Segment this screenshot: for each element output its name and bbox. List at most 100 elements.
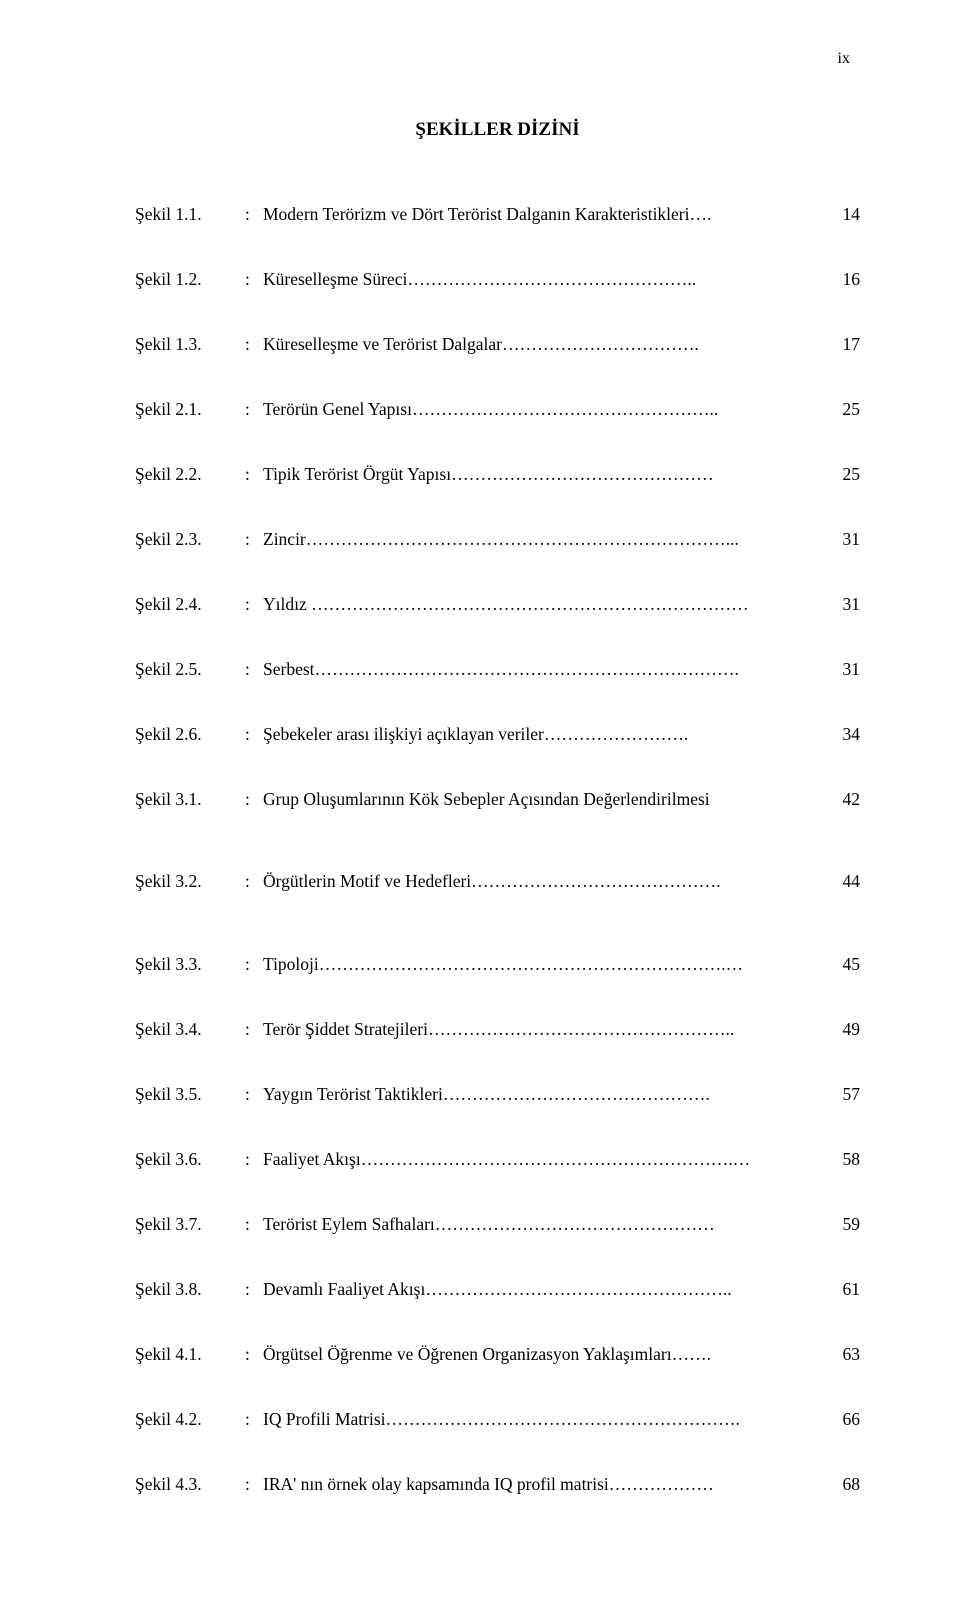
toc-entry-label: Şekil 2.1. <box>135 397 245 422</box>
toc-entry-leader: ………………………………………………………………. <box>315 657 739 682</box>
toc-row: Şekil 1.3.:Küreselleşme ve Terörist Dalg… <box>135 332 860 357</box>
toc-entry-label: Şekil 2.3. <box>135 527 245 552</box>
toc-entry-leader: ……………………………………………………. <box>386 1407 740 1432</box>
toc-row: Şekil 2.6.:Şebekeler arası ilişkiyi açık… <box>135 722 860 747</box>
toc-entry-text: Şebekeler arası ilişkiyi açıklayan veril… <box>263 722 816 747</box>
toc-entry-leader: ……………………………………………………….… <box>361 1147 750 1172</box>
toc-entry-page: 44 <box>816 869 860 894</box>
toc-entry-title: IRA' nın örnek olay kapsamında IQ profil… <box>263 1474 609 1494</box>
toc-entry-colon: : <box>245 527 263 552</box>
toc-entry-label: Şekil 1.2. <box>135 267 245 292</box>
toc-entry-page: 16 <box>816 267 860 292</box>
toc-entry-text: Faaliyet Akışı……………………………………………………….… <box>263 1147 816 1172</box>
toc-row: Şekil 2.5.:Serbest…………………………………………………………… <box>135 657 860 682</box>
toc-entry-colon: : <box>245 657 263 682</box>
toc-row: Şekil 3.2.:Örgütlerin Motif ve Hedefleri… <box>135 869 860 894</box>
toc-row: Şekil 1.2.:Küreselleşme Süreci…………………………… <box>135 267 860 292</box>
toc-entry-label: Şekil 3.8. <box>135 1277 245 1302</box>
toc-entry-title: IQ Profili Matrisi <box>263 1409 386 1429</box>
toc-entry-title: Yıldız <box>263 594 311 614</box>
toc-entry-text: Zincir………………………………………………………………... <box>263 527 816 552</box>
toc-entry-title: Serbest <box>263 659 315 679</box>
toc-entry-title: Terörist Eylem Safhaları <box>263 1214 435 1234</box>
toc-entry-label: Şekil 1.3. <box>135 332 245 357</box>
toc-entry-page: 42 <box>816 787 860 812</box>
toc-entry-label: Şekil 4.2. <box>135 1407 245 1432</box>
toc-entry-title: Küreselleşme ve Terörist Dalgalar <box>263 334 502 354</box>
toc-entry-text: Küreselleşme Süreci………………………………………….. <box>263 267 816 292</box>
toc-row: Şekil 3.5.:Yaygın Terörist Taktikleri………… <box>135 1082 860 1107</box>
toc-entry-text: Devamlı Faaliyet Akışı…………………………………………….… <box>263 1277 816 1302</box>
toc-entry-page: 59 <box>816 1212 860 1237</box>
toc-entry-title: Zincir <box>263 529 306 549</box>
toc-row: Şekil 3.8.:Devamlı Faaliyet Akışı…………………… <box>135 1277 860 1302</box>
toc-entry-page: 31 <box>816 657 860 682</box>
toc-entry-title: Grup Oluşumlarının Kök Sebepler Açısında… <box>263 789 710 809</box>
toc-entry-label: Şekil 3.3. <box>135 952 245 977</box>
toc-entry-page: 66 <box>816 1407 860 1432</box>
toc-row: Şekil 2.2.:Tipik Terörist Örgüt Yapısı……… <box>135 462 860 487</box>
toc-entry-title: Yaygın Terörist Taktikleri <box>263 1084 443 1104</box>
toc-entry-title: Faaliyet Akışı <box>263 1149 361 1169</box>
toc-entry-page: 58 <box>816 1147 860 1172</box>
toc-entry-label: Şekil 3.7. <box>135 1212 245 1237</box>
toc-row: Şekil 3.6.:Faaliyet Akışı………………………………………… <box>135 1147 860 1172</box>
toc-entry-colon: : <box>245 1407 263 1432</box>
toc-entry-text: Grup Oluşumlarının Kök Sebepler Açısında… <box>263 787 816 812</box>
toc-entry-text: Terörist Eylem Safhaları………………………………………… <box>263 1212 816 1237</box>
toc-entry-page: 25 <box>816 397 860 422</box>
toc-entry-leader: ………………………………………… <box>435 1212 715 1237</box>
toc-entry-text: Modern Terörizm ve Dört Terörist Dalganı… <box>263 202 816 227</box>
toc-row: Şekil 3.4.:Terör Şiddet Stratejileri…………… <box>135 1017 860 1042</box>
toc-entry-page: 14 <box>816 202 860 227</box>
toc-entry-text: Terör Şiddet Stratejileri………………………………………… <box>263 1017 816 1042</box>
toc-entry-page: 45 <box>816 952 860 977</box>
toc-entry-leader: ……………………………. <box>502 332 699 357</box>
toc-entry-label: Şekil 4.3. <box>135 1472 245 1497</box>
toc-entry-leader: …………………………………………………………….… <box>319 952 743 977</box>
toc-entry-label: Şekil 3.6. <box>135 1147 245 1172</box>
toc-entry-text: Terörün Genel Yapısı…………………………………………….. <box>263 397 816 422</box>
toc-entry-text: Örgütlerin Motif ve Hedefleri……………………………… <box>263 869 816 894</box>
toc-entry-colon: : <box>245 592 263 617</box>
toc-entry-colon: : <box>245 722 263 747</box>
toc-row: Şekil 4.2.:IQ Profili Matrisi……………………………… <box>135 1407 860 1432</box>
toc-entry-colon: : <box>245 787 263 812</box>
toc-entry-page: 31 <box>816 527 860 552</box>
toc-entry-colon: : <box>245 1212 263 1237</box>
toc-entry-title: Örgütlerin Motif ve Hedefleri <box>263 871 471 891</box>
toc-entry-colon: : <box>245 397 263 422</box>
toc-entry-colon: : <box>245 1277 263 1302</box>
figures-toc: Şekil 1.1.:Modern Terörizm ve Dört Terör… <box>135 202 860 1497</box>
toc-entry-label: Şekil 3.5. <box>135 1082 245 1107</box>
toc-entry-colon: : <box>245 202 263 227</box>
toc-entry-label: Şekil 2.6. <box>135 722 245 747</box>
toc-entry-page: 68 <box>816 1472 860 1497</box>
toc-entry-text: Örgütsel Öğrenme ve Öğrenen Organizasyon… <box>263 1342 816 1367</box>
list-of-figures-title: ŞEKİLLER DİZİNİ <box>135 117 860 144</box>
toc-entry-colon: : <box>245 1472 263 1497</box>
toc-entry-page: 34 <box>816 722 860 747</box>
toc-entry-title: Devamlı Faaliyet Akışı <box>263 1279 425 1299</box>
toc-row: Şekil 3.1.:Grup Oluşumlarının Kök Sebepl… <box>135 787 860 812</box>
toc-entry-colon: : <box>245 869 263 894</box>
toc-entry-text: Küreselleşme ve Terörist Dalgalar…………………… <box>263 332 816 357</box>
toc-entry-title: Tipoloji <box>263 954 319 974</box>
toc-row: Şekil 3.3.:Tipoloji………………………………………………………… <box>135 952 860 977</box>
toc-entry-title: Tipik Terörist Örgüt Yapısı <box>263 464 451 484</box>
toc-entry-leader: …………………………………………….. <box>412 397 718 422</box>
toc-entry-text: Yıldız ………………………………………………………………… <box>263 592 816 617</box>
toc-entry-text: Yaygın Terörist Taktikleri……………………………………… <box>263 1082 816 1107</box>
toc-entry-text: IQ Profili Matrisi……………………………………………………. <box>263 1407 816 1432</box>
toc-entry-leader: …………………………………………….. <box>425 1277 731 1302</box>
toc-entry-leader: ………………………………………. <box>443 1082 710 1107</box>
toc-entry-leader: ……. <box>672 1342 711 1367</box>
toc-entry-leader: ………………………………………….. <box>407 267 696 292</box>
toc-entry-label: Şekil 3.2. <box>135 869 245 894</box>
toc-entry-text: IRA' nın örnek olay kapsamında IQ profil… <box>263 1472 816 1497</box>
toc-entry-leader: ………………………………………………………………… <box>311 592 749 617</box>
toc-entry-colon: : <box>245 332 263 357</box>
toc-entry-label: Şekil 2.2. <box>135 462 245 487</box>
toc-entry-leader: …. <box>690 202 712 227</box>
toc-entry-label: Şekil 3.4. <box>135 1017 245 1042</box>
